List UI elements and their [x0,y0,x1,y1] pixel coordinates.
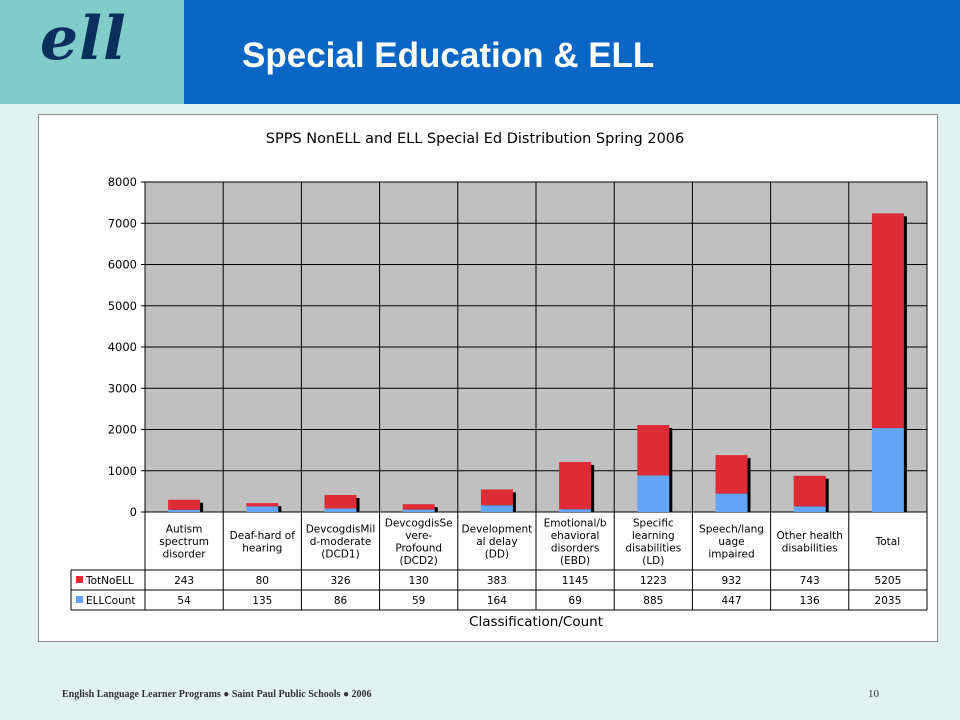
x-category-label: d-moderate [310,536,372,548]
bar-totnoell [480,489,513,506]
x-category-label: disorder [163,549,207,561]
y-tick-label: 0 [130,505,137,519]
data-label: 135 [252,595,272,607]
x-category-label: Total [875,536,901,548]
bar-totnoell [559,461,592,510]
bar-ellcount [559,509,592,512]
legend-label: ELLCount [86,595,136,607]
legend-key [76,596,83,603]
y-tick-label: 1000 [108,464,137,478]
footer-text: English Language Learner Programs ● Sain… [62,689,372,700]
x-category-label: disorders [551,542,600,554]
data-label: 1223 [640,575,667,587]
chart-frame: SPPS NonELL and ELL Special Ed Distribut… [38,114,938,642]
x-category-label: (DCD1) [321,549,359,561]
y-tick-label: 8000 [108,175,137,189]
x-category-label: Speech/lang [699,524,764,536]
data-label: 743 [800,575,820,587]
data-label: 383 [487,575,507,587]
bar-ellcount [246,506,279,512]
data-label: 86 [334,595,348,607]
bar-ellcount [871,428,904,512]
x-category-label: (DD) [485,549,509,561]
x-axis-label: Classification/Count [469,614,603,630]
data-label: 2035 [875,595,902,607]
data-label: 932 [721,575,741,587]
data-label: 447 [721,595,741,607]
data-label: 136 [800,595,820,607]
data-label: 80 [256,575,269,587]
bar-totnoell [402,504,435,510]
data-label: 69 [568,595,581,607]
y-tick-label: 3000 [108,381,137,395]
data-label: 59 [412,595,425,607]
bar-totnoell [871,213,904,429]
y-tick-label: 7000 [108,216,137,230]
y-tick-label: 4000 [108,340,137,354]
legend-key [76,576,83,583]
data-label: 326 [330,575,350,587]
data-label: 5205 [875,575,902,587]
data-label: 54 [177,595,191,607]
y-tick-label: 5000 [108,299,137,313]
x-category-label: (LD) [642,555,664,567]
x-category-label: Emotional/b [544,517,607,529]
bar-ellcount [715,493,748,512]
bar-ellcount [793,506,826,512]
legend-label: TotNoELL [85,575,134,587]
x-category-label: disabilities [782,542,838,554]
x-category-label: (EBD) [560,555,590,567]
bar-totnoell [168,499,201,510]
y-tick-label: 6000 [108,258,137,272]
data-label: 885 [643,595,663,607]
bar-totnoell [246,503,279,507]
bar-ellcount [168,509,201,512]
x-category-label: DevcogdisMil [306,524,376,536]
bar-ellcount [324,508,357,512]
stacked-bar-chart: SPPS NonELL and ELL Special Ed Distribut… [70,131,928,630]
x-category-label: Other health [777,530,843,542]
data-label: 1145 [562,575,589,587]
x-category-label: ehavioral [551,530,600,542]
x-category-label: disabilities [625,542,681,554]
bar-totnoell [637,425,670,476]
bar-totnoell [715,455,748,494]
bar-totnoell [324,495,357,509]
x-category-label: Autism [166,524,203,536]
bar-ellcount [402,509,435,512]
slide-title: Special Education & ELL [242,36,655,75]
bar-ellcount [637,475,670,512]
page-number: 10 [868,688,879,700]
y-tick-label: 2000 [108,423,137,437]
x-category-label: (DCD2) [400,555,438,567]
x-category-label: vere- [405,530,432,542]
x-category-label: hearing [242,542,282,554]
x-category-label: learning [632,530,675,542]
x-category-label: al delay [476,536,517,548]
data-label: 130 [409,575,429,587]
x-category-label: Deaf-hard of [230,530,296,542]
x-category-label: Profound [395,542,442,554]
chart-title: SPPS NonELL and ELL Special Ed Distribut… [266,131,685,147]
x-category-label: uage [718,536,744,548]
x-category-label: spectrum [159,536,209,548]
logo-box: ell [0,0,184,104]
bar-totnoell [793,475,826,507]
x-category-label: impaired [708,549,754,561]
data-label: 164 [487,595,507,607]
ell-logo: ell [40,4,127,74]
x-category-label: Development [462,524,533,536]
data-label: 243 [174,575,194,587]
x-category-label: Specific [633,517,674,529]
bar-ellcount [480,505,513,512]
x-category-label: DevcogdisSe [385,517,453,529]
